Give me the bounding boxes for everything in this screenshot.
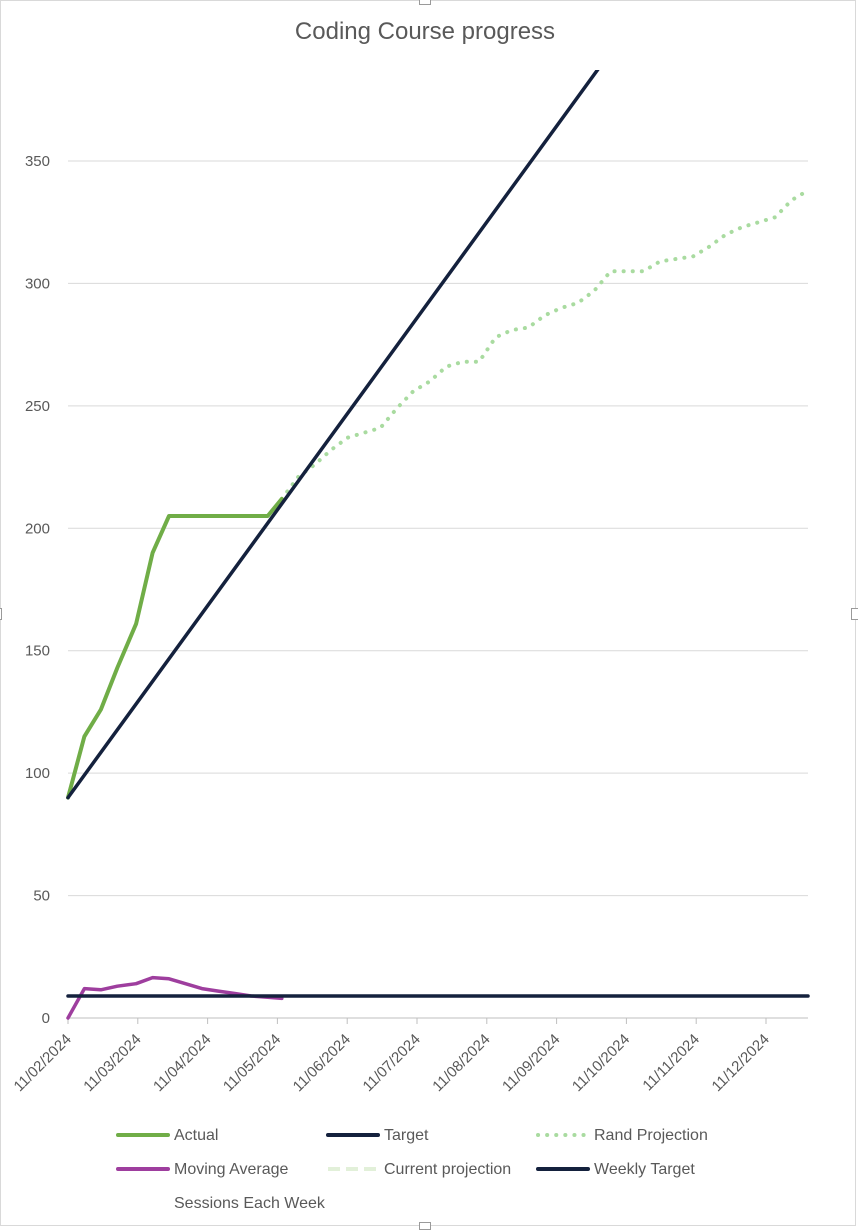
legend-label: Actual	[174, 1127, 218, 1144]
x-tick-label: 11/04/2024	[150, 1031, 214, 1095]
x-tick-label: 11/06/2024	[290, 1031, 354, 1095]
legend-item-rand-projection[interactable]: Rand Projection	[536, 1127, 708, 1144]
series-line-rand-projection[interactable]	[279, 188, 810, 501]
y-tick-label: 0	[42, 1010, 50, 1027]
resize-handle-right[interactable]	[851, 608, 858, 620]
y-axis-tick-labels: 0 50 100 150 200 250 300 350	[25, 153, 50, 1027]
legend-item-target[interactable]: Target	[326, 1127, 429, 1144]
x-tick-label: 11/03/2024	[80, 1031, 144, 1095]
y-tick-label: 50	[33, 888, 50, 905]
series-line-actual[interactable]	[66, 496, 284, 800]
gridlines	[68, 160, 808, 1019]
x-axis: 11/02/2024 11/03/2024 11/04/2024 11/05/2024…	[11, 1018, 773, 1095]
legend-item-current-projection[interactable]: Current projection	[328, 1161, 511, 1178]
x-tick-label: 11/07/2024	[360, 1031, 424, 1095]
legend-label: Target	[384, 1127, 429, 1144]
resize-handle-top[interactable]	[419, 0, 431, 5]
resize-handle-left[interactable]	[0, 608, 2, 620]
y-tick-label: 100	[25, 765, 50, 782]
y-tick-label: 300	[25, 275, 50, 292]
legend-item-weekly-target[interactable]: Weekly Target	[536, 1161, 695, 1178]
legend-label: Weekly Target	[594, 1161, 695, 1178]
y-tick-label: 350	[25, 153, 50, 170]
legend-item-actual[interactable]: Actual	[116, 1127, 218, 1144]
y-tick-label: 150	[25, 643, 50, 660]
series-line-target[interactable]	[66, 68, 600, 800]
x-tick-label: 11/05/2024	[220, 1031, 284, 1095]
legend[interactable]: Actual Target Rand Projection Moving Averag…	[116, 1127, 708, 1212]
chart-title: Coding Course progress	[295, 18, 555, 45]
x-tick-label: 11/11/2024	[639, 1031, 703, 1095]
legend-label: Rand Projection	[594, 1127, 708, 1144]
legend-label: Current projection	[384, 1161, 511, 1178]
legend-item-moving-average[interactable]: Moving Average	[116, 1161, 289, 1178]
series-line-moving-average[interactable]	[66, 975, 284, 1020]
x-tick-label: 11/12/2024	[709, 1031, 773, 1095]
legend-item-sessions-each-week[interactable]: Sessions Each Week	[174, 1195, 326, 1212]
x-tick-label: 11/08/2024	[429, 1031, 493, 1095]
y-tick-label: 200	[25, 520, 50, 537]
y-tick-label: 250	[25, 398, 50, 415]
x-tick-label: 11/10/2024	[569, 1031, 633, 1095]
plot-area	[66, 68, 810, 1020]
legend-label: Sessions Each Week	[174, 1195, 326, 1212]
x-tick-label: 11/09/2024	[499, 1031, 563, 1095]
legend-label: Moving Average	[174, 1161, 289, 1178]
x-tick-label: 11/02/2024	[11, 1031, 75, 1095]
